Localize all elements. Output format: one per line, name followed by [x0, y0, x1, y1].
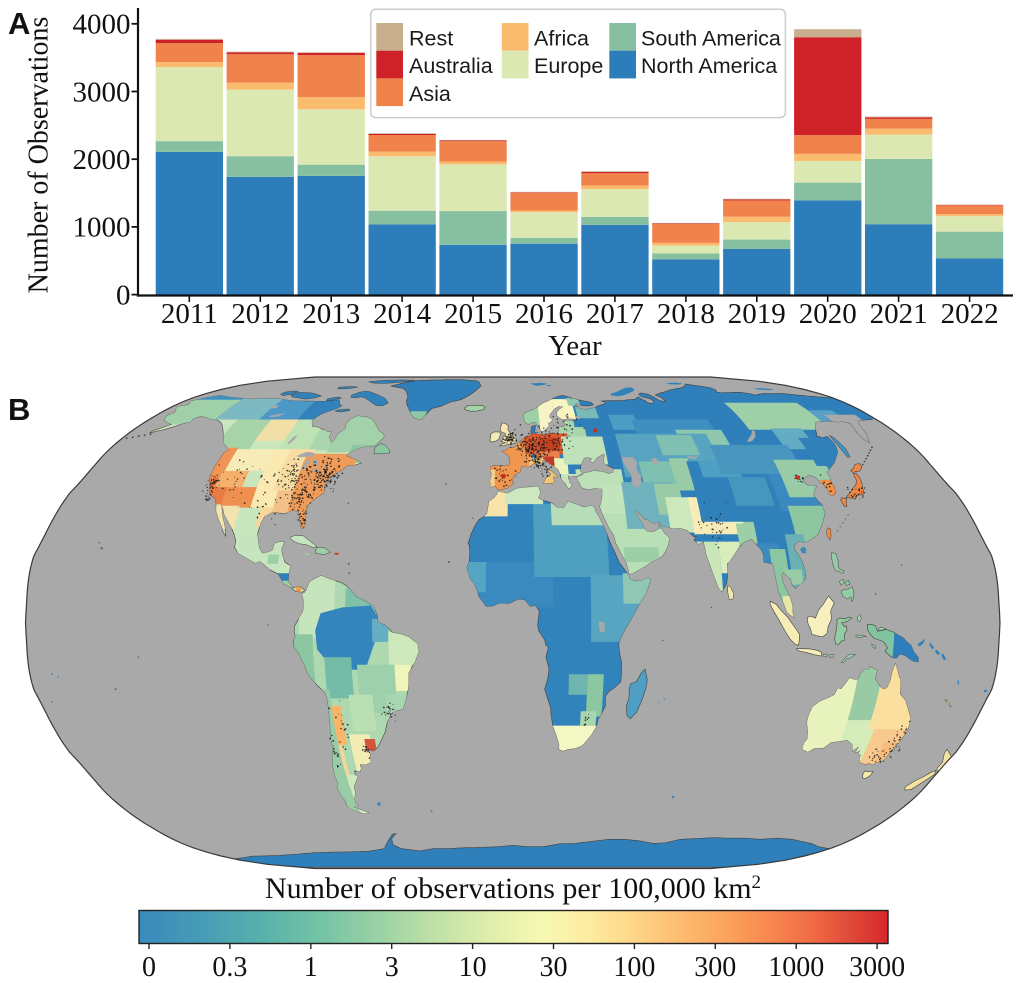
svg-text:2016: 2016 [515, 298, 573, 330]
svg-text:0: 0 [142, 952, 156, 983]
svg-text:Australia: Australia [409, 54, 493, 78]
svg-text:Number of observations per 100: Number of observations per 100,000 km2 [265, 872, 761, 905]
svg-text:10: 10 [459, 952, 487, 983]
svg-text:2018: 2018 [657, 298, 715, 330]
svg-text:North America: North America [641, 54, 777, 78]
svg-text:2014: 2014 [373, 298, 432, 330]
svg-text:3000: 3000 [73, 76, 131, 108]
svg-text:A: A [8, 6, 30, 41]
svg-text:0: 0 [116, 279, 131, 311]
svg-text:Asia: Asia [409, 82, 451, 106]
svg-text:1000: 1000 [768, 952, 824, 983]
svg-text:Rest: Rest [409, 26, 453, 50]
svg-text:4000: 4000 [73, 9, 131, 41]
svg-text:30: 30 [540, 952, 568, 983]
svg-text:3: 3 [385, 952, 399, 983]
svg-text:2021: 2021 [870, 298, 928, 330]
svg-text:Number of Observations: Number of Observations [24, 17, 55, 294]
svg-text:1000: 1000 [73, 212, 131, 244]
svg-text:Europe: Europe [534, 54, 603, 78]
svg-text:2011: 2011 [161, 298, 218, 330]
svg-text:Africa: Africa [534, 26, 589, 50]
svg-text:2000: 2000 [73, 144, 131, 176]
svg-text:2019: 2019 [728, 298, 786, 330]
svg-text:B: B [8, 392, 30, 427]
svg-text:3000: 3000 [849, 952, 905, 983]
svg-text:300: 300 [694, 952, 736, 983]
svg-text:1: 1 [304, 952, 318, 983]
svg-text:100: 100 [613, 952, 655, 983]
svg-text:2017: 2017 [586, 298, 644, 330]
svg-text:0.3: 0.3 [212, 952, 247, 983]
svg-text:2022: 2022 [941, 298, 999, 330]
svg-text:2012: 2012 [231, 298, 289, 330]
svg-text:Year: Year [548, 330, 602, 362]
svg-text:2013: 2013 [302, 298, 360, 330]
svg-text:2015: 2015 [444, 298, 502, 330]
svg-text:South America: South America [641, 26, 781, 50]
svg-text:2020: 2020 [799, 298, 857, 330]
